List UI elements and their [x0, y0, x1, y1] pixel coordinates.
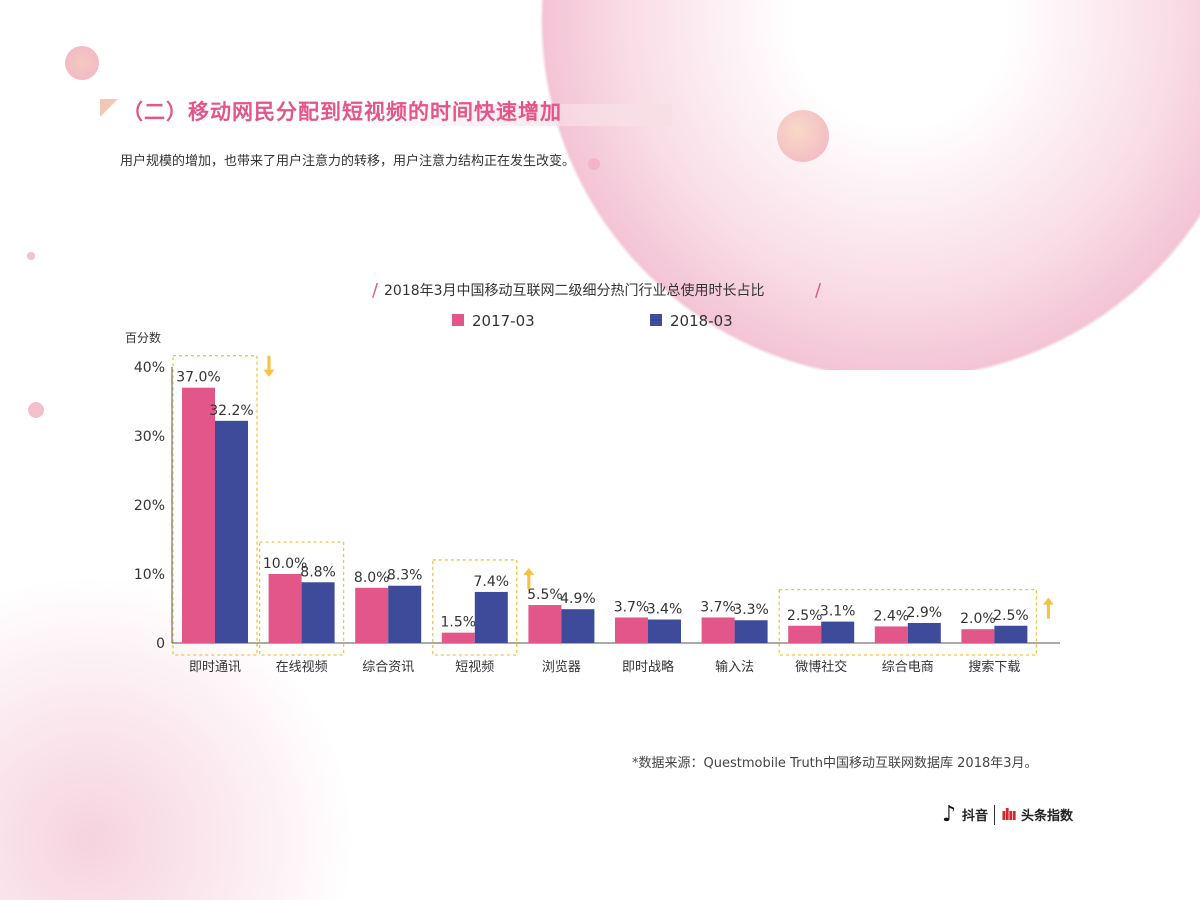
data-label: 4.9%: [560, 591, 596, 607]
bar-2017-03: [701, 617, 735, 643]
logo-divider: [994, 804, 996, 825]
legend-label-2017: 2017-03: [472, 312, 535, 330]
bg-circle-large: [540, 0, 1200, 370]
bar-2017-03: [441, 632, 475, 643]
legend-label-2018: 2018-03: [670, 312, 733, 330]
data-label: 1.5%: [441, 615, 477, 631]
legend-swatch-2017: [452, 314, 464, 326]
chart-title-slash-right: /: [815, 280, 822, 301]
page-subtitle: 用户规模的增加，也带来了用户注意力的转移，用户注意力结构正在发生改变。: [120, 154, 576, 169]
x-tick-label: 微博社交: [795, 659, 847, 675]
data-label: 3.7%: [700, 599, 736, 615]
x-tick-label: 即时通讯: [189, 660, 241, 675]
x-tick-label: 输入法: [715, 659, 754, 675]
data-label: 2.5%: [787, 608, 823, 624]
bar-2018-03: [215, 420, 248, 643]
bar-2017-03: [615, 617, 648, 643]
data-label: 7.4%: [474, 574, 510, 590]
x-tick-label: 搜索下载: [968, 660, 1020, 675]
bar-2017-03: [182, 387, 215, 643]
highlight-box: [432, 559, 518, 656]
y-tick-label: 40%: [134, 360, 165, 376]
data-label: 8.8%: [300, 564, 336, 580]
data-label: 3.3%: [733, 602, 769, 618]
toutiao-index-icon: ılıı: [1001, 805, 1017, 824]
bar-2018-03: [301, 582, 335, 643]
logo-right-text: 头条指数: [1021, 809, 1074, 824]
bg-dot-5: [588, 158, 600, 170]
x-tick-label: 即时战略: [622, 659, 674, 675]
bar-2018-03: [821, 621, 855, 643]
bar-2018-03: [994, 625, 1028, 643]
data-label: 3.7%: [614, 599, 650, 615]
bar-2018-03: [907, 622, 941, 643]
data-label: 37.0%: [176, 370, 220, 386]
data-label: 32.2%: [209, 403, 253, 419]
highlight-box: [172, 355, 258, 656]
bar-2017-03: [961, 629, 995, 643]
bar-2018-03: [734, 620, 768, 643]
y-tick-label: 10%: [134, 567, 165, 583]
bg-dot-3: [28, 402, 44, 418]
bar-2017-03: [528, 605, 562, 643]
x-tick-label: 综合资讯: [362, 660, 414, 675]
bar-2017-03: [355, 587, 389, 643]
x-tick-label: 在线视频: [276, 660, 328, 675]
bar-2017-03: [874, 626, 908, 643]
x-tick-label: 浏览器: [542, 659, 581, 675]
trend-down-arrow-icon: [263, 355, 275, 377]
data-label: 3.4%: [647, 602, 683, 618]
highlight-box: [258, 541, 345, 656]
data-label: 2.4%: [874, 608, 910, 624]
data-label: 2.9%: [907, 605, 943, 621]
trend-up-arrow-icon: [523, 567, 535, 589]
bar-2018-03: [388, 585, 422, 643]
y-tick-label: 30%: [134, 429, 165, 445]
trend-up-arrow-icon: [1042, 597, 1054, 619]
bg-dot-2: [777, 110, 829, 162]
y-axis-label: 百分数: [125, 330, 161, 345]
douyin-logo-icon: ♪: [942, 802, 957, 827]
data-label: 2.5%: [993, 608, 1029, 624]
legend-swatch-2018: [650, 314, 662, 326]
data-label: 2.0%: [960, 611, 996, 627]
y-tick-label: 0: [156, 636, 165, 652]
bar-2017-03: [268, 574, 302, 643]
title-highlight: [400, 104, 672, 126]
highlight-box: [778, 588, 1038, 656]
logo: ♪ 抖音 ılıı 头条指数: [942, 802, 1073, 827]
bg-dot-4: [27, 252, 35, 260]
data-label: 3.1%: [820, 604, 856, 620]
title-marker: [100, 99, 118, 117]
data-label: 8.3%: [387, 568, 423, 584]
bar-2018-03: [648, 619, 681, 643]
data-label: 10.0%: [263, 556, 307, 572]
bar-2018-03: [561, 609, 595, 643]
bar-2017-03: [788, 625, 822, 643]
chart-title: 2018年3月中国移动互联网二级细分热门行业总使用时长占比: [384, 282, 765, 299]
y-tick-label: 20%: [134, 498, 165, 514]
bar-2018-03: [474, 591, 508, 643]
chart-title-slash-left: /: [372, 280, 379, 301]
bg-dot-1: [65, 46, 99, 80]
page-title: （二）移动网民分配到短视频的时间快速增加: [122, 100, 562, 124]
x-tick-label: 综合电商: [882, 660, 934, 675]
logo-left-text: 抖音: [962, 809, 989, 824]
data-label: 5.5%: [527, 587, 563, 603]
data-source-note: *数据来源：Questmobile Truth中国移动互联网数据库 2018年3…: [632, 756, 1038, 771]
x-tick-label: 短视频: [455, 660, 494, 675]
data-label: 8.0%: [354, 570, 390, 586]
